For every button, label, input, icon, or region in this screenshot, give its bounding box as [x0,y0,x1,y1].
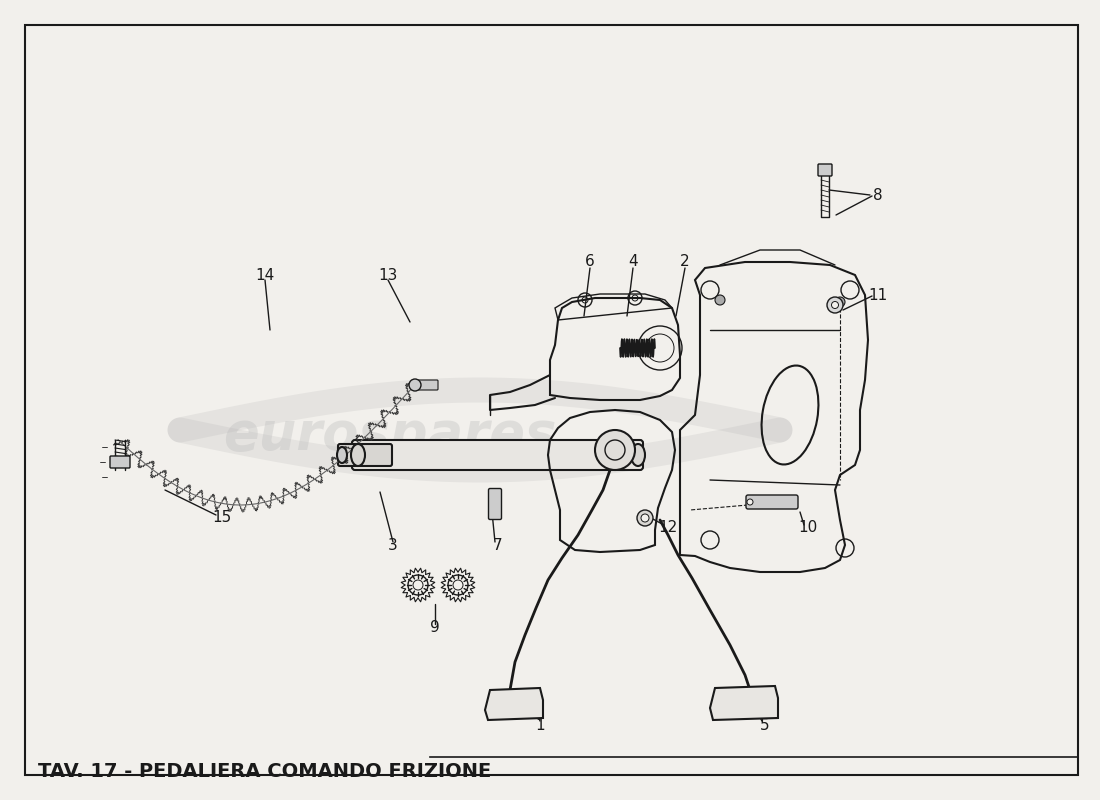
Ellipse shape [337,447,346,463]
FancyBboxPatch shape [338,444,392,466]
Text: eurospares: eurospares [223,409,557,461]
Text: 8: 8 [873,187,883,202]
Polygon shape [485,688,543,720]
Circle shape [641,514,649,522]
Text: 5: 5 [760,718,770,733]
FancyBboxPatch shape [110,456,130,468]
FancyBboxPatch shape [352,440,644,470]
FancyBboxPatch shape [418,380,438,390]
Text: 10: 10 [799,521,817,535]
Text: 7: 7 [493,538,503,553]
FancyBboxPatch shape [488,489,502,519]
Text: 15: 15 [212,510,232,526]
Text: 9: 9 [430,621,440,635]
Ellipse shape [631,444,645,466]
Text: 14: 14 [255,267,275,282]
Circle shape [827,297,843,313]
Circle shape [409,379,421,391]
Circle shape [832,302,838,309]
Text: TAV. 17 - PEDALIERA COMANDO FRIZIONE: TAV. 17 - PEDALIERA COMANDO FRIZIONE [39,762,492,781]
Text: 6: 6 [585,254,595,270]
Text: 3: 3 [388,538,398,553]
Text: 2: 2 [680,254,690,270]
Text: 13: 13 [378,267,398,282]
Circle shape [715,295,725,305]
Text: 12: 12 [659,521,678,535]
FancyBboxPatch shape [746,495,798,509]
FancyBboxPatch shape [818,164,832,176]
Circle shape [835,297,845,307]
Circle shape [595,430,635,470]
Text: 1: 1 [536,718,544,733]
Text: 4: 4 [628,254,638,270]
Text: 11: 11 [868,287,888,302]
Circle shape [637,510,653,526]
Polygon shape [710,686,778,720]
Ellipse shape [351,444,365,466]
Circle shape [747,499,754,505]
